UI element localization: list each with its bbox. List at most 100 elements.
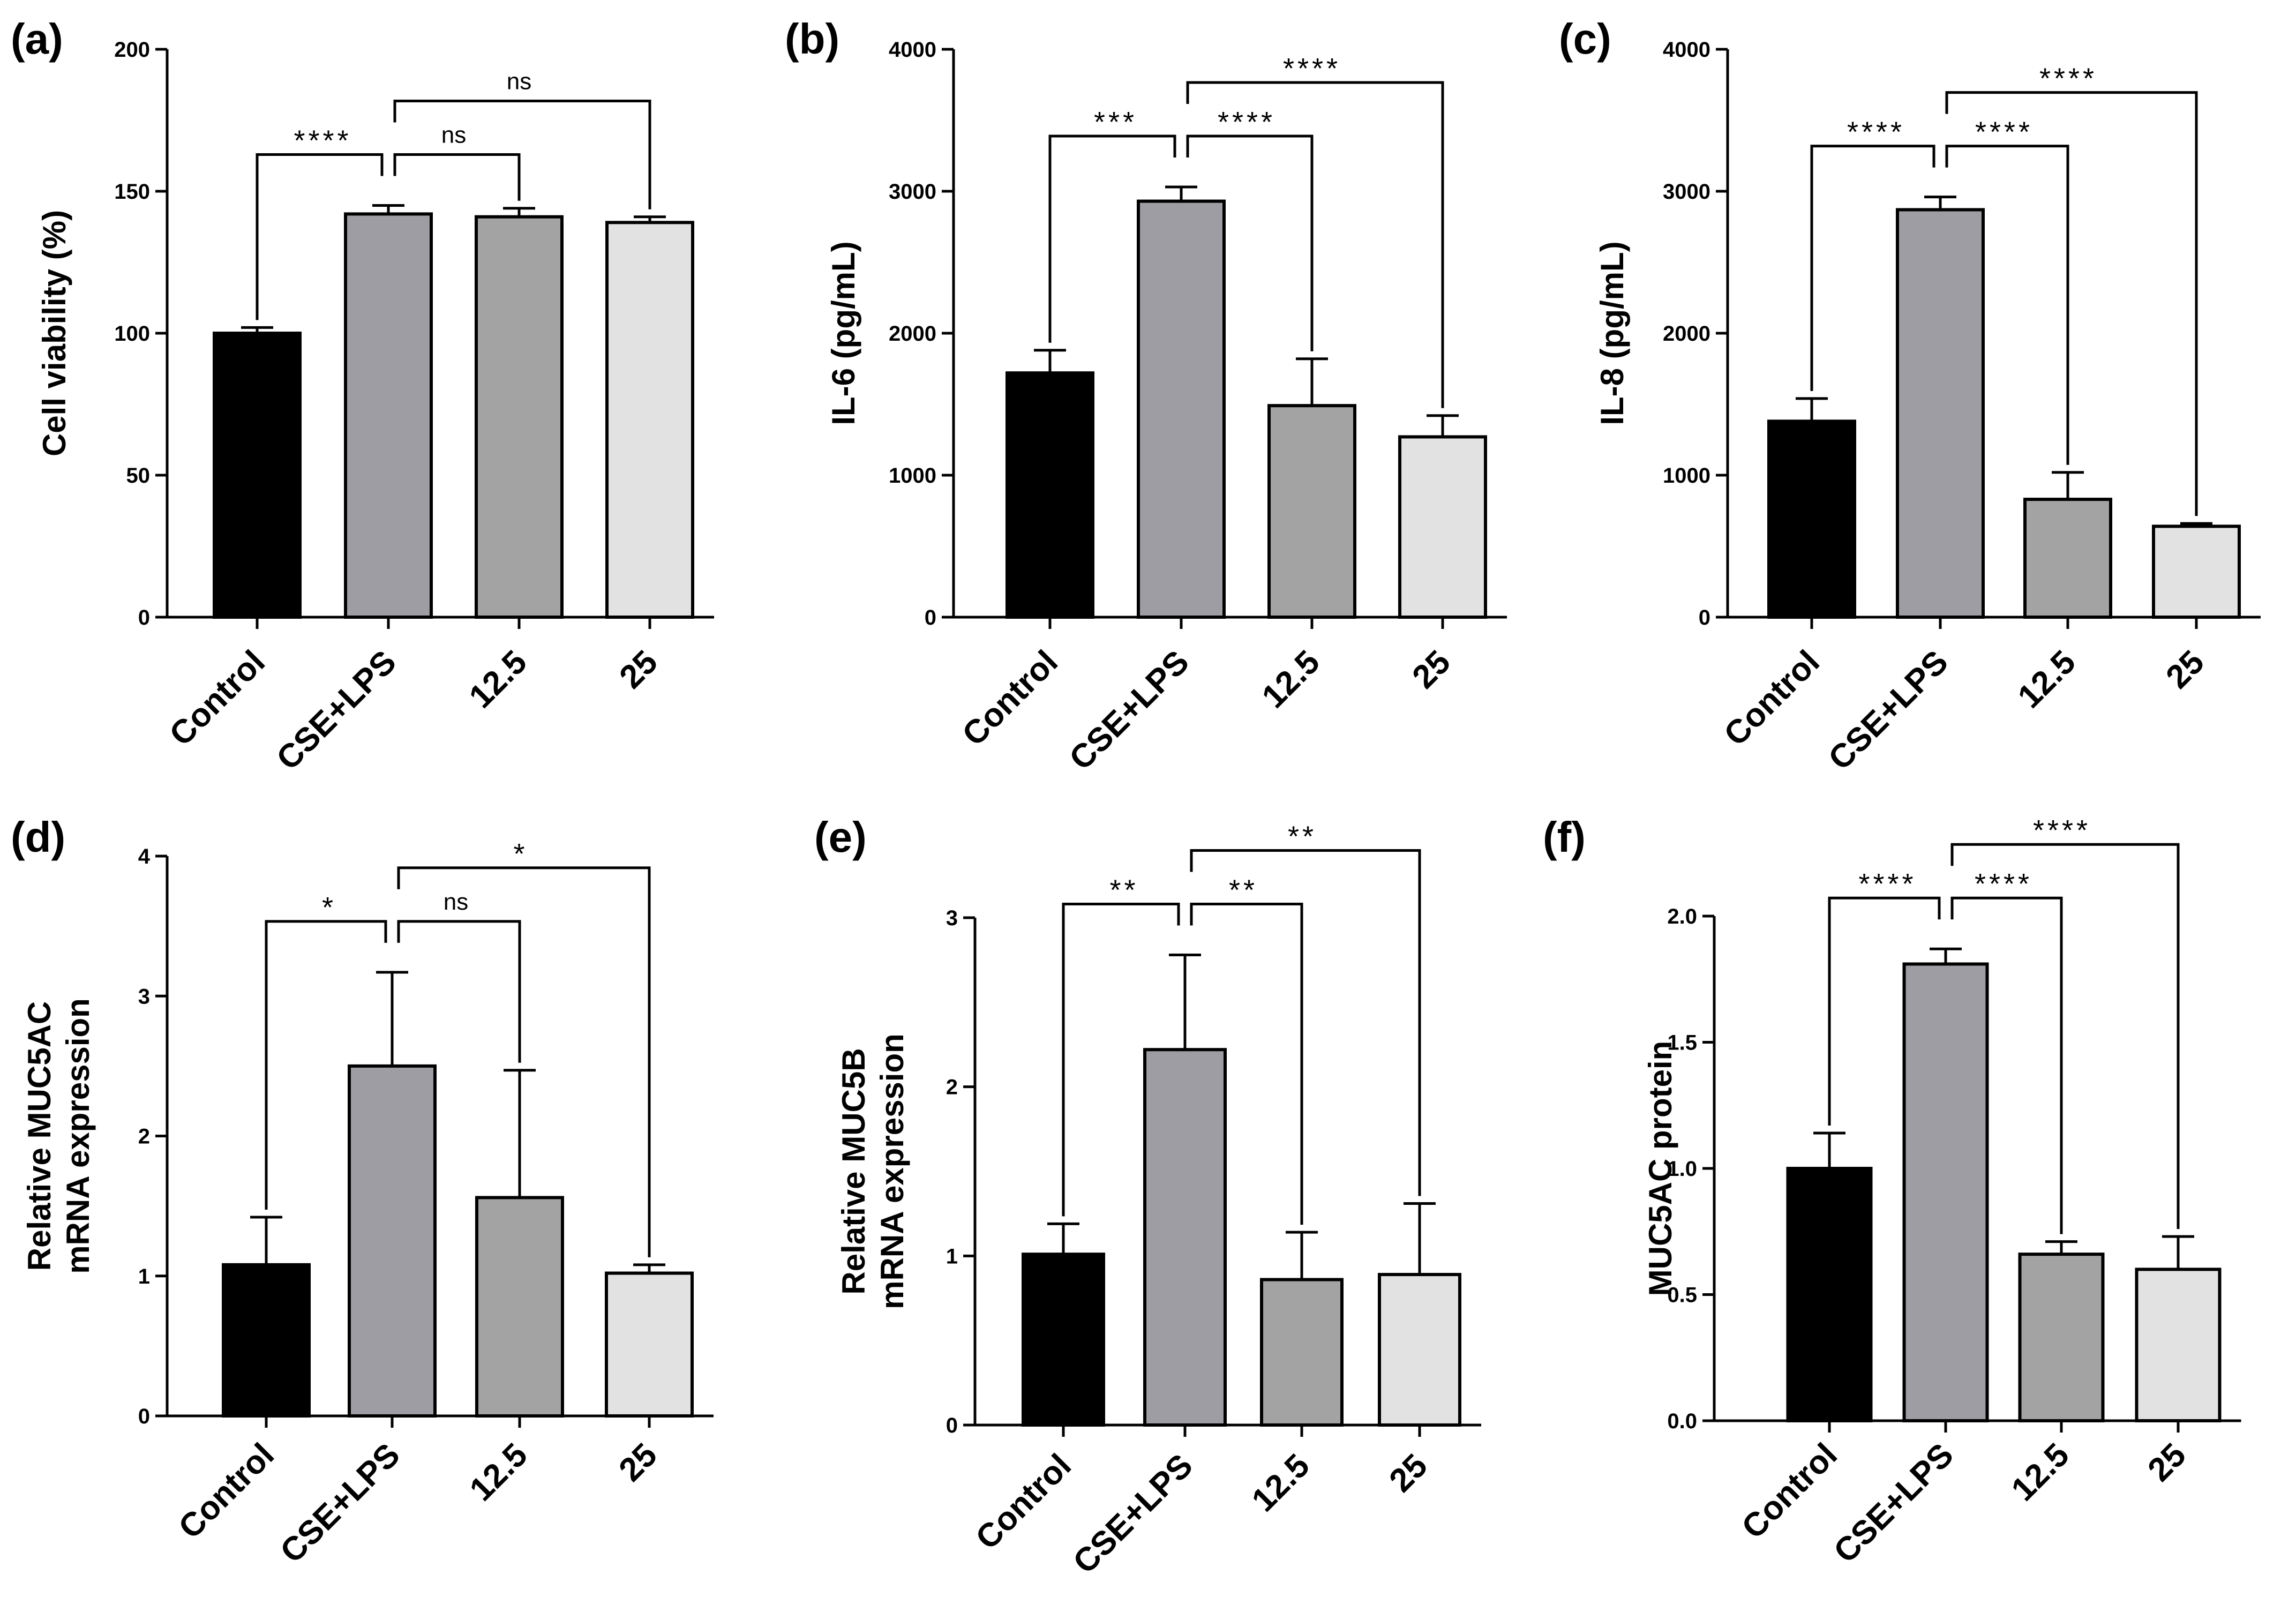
bar-control [222,1263,311,1418]
x-tick-label: Control [1717,643,1827,753]
significance-bracket [1190,849,1421,1196]
x-tick-label: 12.5 [462,643,534,715]
y-tick-label: 1 [946,1244,958,1268]
significance-bracket [265,920,387,1210]
bar-cse-lps [1137,199,1226,619]
y-axis-label: mRNA expression [60,998,96,1274]
bar-12-5 [2023,498,2112,619]
bar-cse-lps [1143,1048,1227,1427]
significance-label: ns [507,69,531,95]
x-tick-label: 25 [2159,643,2211,696]
panel-label: (a) [11,15,63,63]
y-tick-label: 0 [138,1405,150,1428]
significance-bracket [1062,902,1180,1217]
significance-label: **** [1975,868,2032,900]
bar-25 [605,1271,694,1418]
y-tick-label: 1000 [889,464,936,488]
y-tick-label: 200 [114,38,150,62]
x-tick-label: 25 [1405,643,1458,696]
bar-25 [1398,435,1487,619]
panel-f: (f) 0.0 0.5 1.0 1.5 2.0 MUC5AC protein ControlC… [1543,813,2241,1570]
x-tick-label: CSE+LPS [1827,1436,1961,1570]
x-tick-label: Control [955,643,1065,753]
bar-12-5 [475,1196,564,1418]
y-tick-label: 3 [138,985,150,1008]
significance-label: ns [444,889,468,915]
significance-label: **** [294,125,351,157]
x-tick-label: Control [969,1447,1078,1557]
bar-control [1006,371,1094,619]
significance-bracket [1945,145,2069,465]
panel-label: (d) [11,813,65,861]
significance-label: ns [441,122,466,148]
panel-d: (d) 0 1 2 3 4 Relative MUC5AC mRNA expression Co… [11,813,714,1570]
x-tick-label: 12.5 [463,1436,535,1508]
significance-label: **** [1858,868,1916,900]
y-tick-label: 0 [138,606,150,629]
bar-cse-lps [1896,208,1985,619]
panel-label: (c) [1559,15,1611,63]
significance-label: * [513,838,528,870]
bar-25 [1378,1273,1461,1427]
bar-25 [2135,1268,2222,1422]
panel-a: (a) 0 50 100 150 200 Cell viability (%) Control… [11,15,714,777]
y-axis-label: mRNA expression [874,1033,910,1309]
panel-label: (e) [814,813,867,861]
x-tick-label: 25 [2141,1436,2193,1489]
significance-label: **** [1975,116,2033,148]
panel-label: (b) [785,15,839,63]
significance-label: **** [2033,814,2091,846]
x-tick-label: CSE+LPS [1066,1447,1200,1581]
x-tick-label: CSE+LPS [1062,643,1196,777]
x-tick-label: Control [1735,1436,1844,1546]
y-tick-label: 1000 [1663,464,1710,488]
y-axis-label: MUC5AC protein [1642,1041,1678,1296]
y-tick-label: 2 [946,1076,958,1099]
y-tick-label: 1 [138,1265,150,1288]
y-tick-label: 1.0 [1667,1157,1697,1181]
y-tick-label: 100 [114,322,150,346]
x-tick-label: Control [171,1436,281,1546]
significance-label: ** [1229,874,1258,906]
y-tick-label: 0.5 [1667,1284,1697,1307]
y-tick-label: 3000 [1663,180,1710,204]
y-tick-label: 0.0 [1667,1409,1697,1433]
significance-label: ** [1109,874,1138,906]
y-tick-label: 150 [114,180,150,204]
y-tick-label: 0 [925,606,936,629]
significance-bracket [1190,902,1303,1225]
y-tick-label: 2 [138,1125,150,1149]
bar-control [1767,419,1856,619]
significance-bracket [393,100,651,209]
y-tick-label: 3000 [889,180,936,204]
bar-cse-lps [1902,962,1989,1422]
y-axis-label: IL-6 (pg/mL) [826,241,861,425]
bar-25 [605,221,694,619]
significance-label: **** [1847,116,1905,148]
y-tick-label: 0 [1699,606,1710,629]
bar-25 [2152,524,2241,619]
bar-control [1022,1253,1105,1427]
bar-12-5 [1260,1278,1344,1427]
x-tick-label: 25 [1382,1447,1435,1499]
bar-cse-lps [344,212,433,619]
bar-12-5 [1267,404,1356,619]
x-tick-label: CSE+LPS [1821,643,1955,777]
x-tick-label: 25 [612,1436,664,1489]
significance-bracket [1048,134,1176,343]
significance-label: * [322,891,336,924]
y-tick-label: 2000 [889,322,936,346]
significance-label: ** [1288,820,1317,852]
y-tick-label: 0 [946,1414,958,1437]
y-tick-label: 2.0 [1667,905,1697,928]
significance-bracket [1950,896,2063,1234]
y-tick-label: 1.5 [1667,1031,1697,1055]
y-axis-label: Relative MUC5B [836,1048,872,1294]
y-axis-label: Relative MUC5AC [21,1001,57,1271]
bar-12-5 [475,215,564,619]
panel-label: (f) [1543,813,1586,861]
significance-label: **** [1218,106,1275,138]
y-tick-label: 3 [946,906,958,930]
x-tick-label: CSE+LPS [269,643,403,777]
